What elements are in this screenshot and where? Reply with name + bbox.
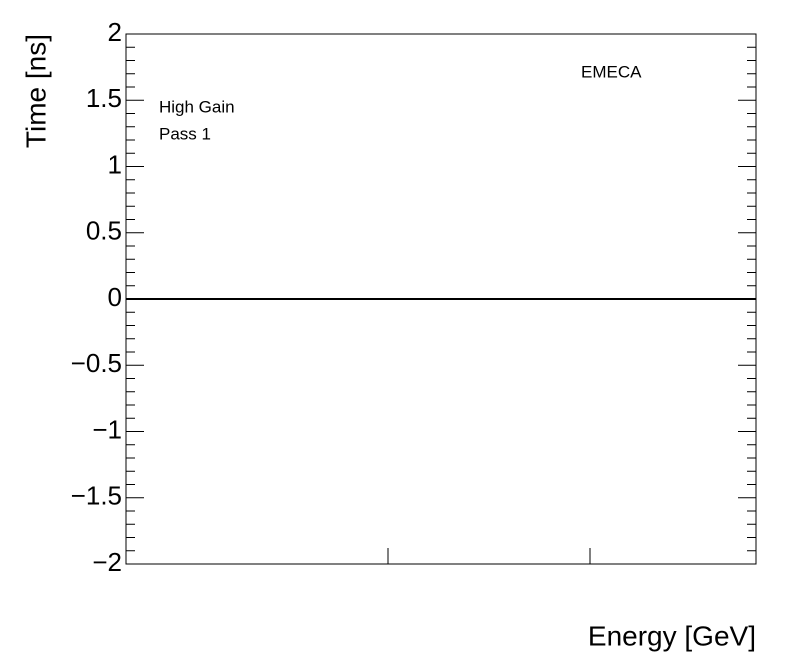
y-tick-label: 1.5 [86,83,122,113]
y-tick-label: 1 [108,149,122,179]
y-tick-label: −1.5 [71,481,122,511]
annotation: EMECA [581,62,642,81]
annotation: High Gain [159,97,235,116]
y-tick-label: −2 [92,547,122,577]
y-tick-label: −1 [92,414,122,444]
y-tick-label: 0.5 [86,216,122,246]
y-tick-label: 0 [108,282,122,312]
y-tick-label: 2 [108,17,122,47]
x-axis-title: Energy [GeV] [588,620,756,651]
y-axis-title: Time [ns] [20,34,51,148]
annotation: Pass 1 [159,124,211,143]
y-tick-label: −0.5 [71,348,122,378]
